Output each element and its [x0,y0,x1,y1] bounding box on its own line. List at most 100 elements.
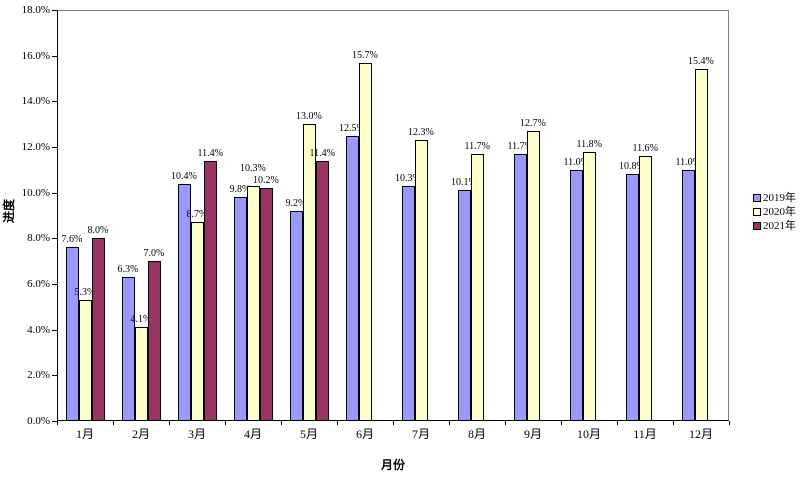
bar[interactable] [358,62,372,421]
x-tick-mark [57,421,58,425]
data-label: 8.0% [87,225,109,237]
y-tick-mark [52,238,57,239]
y-tick-mark [52,147,57,148]
data-label: 11.8% [576,138,602,150]
x-tick-label: 1月 [75,427,94,441]
x-tick-mark [169,421,170,425]
data-label: 11.7% [507,140,533,152]
bar[interactable] [681,169,695,421]
legend-item[interactable]: 2019年 [753,191,796,205]
y-tick-label: 14.0% [21,95,50,108]
y-tick-mark [52,10,57,11]
y-tick-label: 18.0% [21,4,50,16]
bar[interactable] [302,124,316,421]
data-label: 11.4% [197,147,223,159]
y-tick-mark [52,193,57,194]
data-label: 13.0% [296,111,322,123]
bar[interactable] [526,131,540,421]
x-tick-label: 8月 [467,427,486,441]
bar[interactable] [694,69,708,421]
legend-swatch-icon [753,208,761,216]
x-tick-mark [617,421,618,425]
bar[interactable] [315,160,329,421]
bar[interactable] [457,190,471,421]
data-label: 12.3% [408,127,434,139]
bar[interactable] [414,140,428,421]
y-tick-mark [52,56,57,57]
bar[interactable] [638,156,652,421]
legend-label: 2019年 [763,192,796,204]
y-tick-mark [52,284,57,285]
x-tick-label: 5月 [299,427,318,441]
data-label: 10.1% [451,177,477,189]
bar[interactable] [470,153,484,421]
bar[interactable] [569,169,583,421]
legend-label: 2020年 [763,206,796,218]
y-tick-label: 2.0% [27,369,50,382]
data-label: 11.4% [309,147,335,159]
legend-swatch-icon [753,222,761,230]
data-label: 10.2% [253,175,279,187]
bar[interactable] [190,222,204,421]
y-tick-label: 4.0% [27,323,50,336]
x-tick-label: 10月 [576,427,601,441]
data-label: 9.8% [229,184,251,196]
y-tick-label: 6.0% [27,278,50,290]
bar[interactable] [134,327,148,421]
x-tick-mark [393,421,394,425]
data-label: 7.6% [61,234,83,246]
y-tick-mark [52,421,57,422]
data-label: 12.7% [520,118,546,130]
bar[interactable] [625,174,639,421]
x-tick-mark [729,421,730,425]
y-tick-label: 16.0% [21,49,50,62]
data-label: 12.5% [339,122,365,134]
data-label: 10.3% [395,172,421,184]
x-tick-label: 2月 [131,427,150,441]
bar[interactable] [582,151,596,421]
data-label: 9.2% [285,197,307,209]
data-label: 11.6% [632,143,658,155]
data-label: 10.3% [240,163,266,175]
x-tick-mark [561,421,562,425]
x-tick-mark [673,421,674,425]
y-tick-mark [52,330,57,331]
bar[interactable] [78,299,92,421]
x-tick-label: 6月 [355,427,374,441]
bar[interactable] [401,185,415,421]
bar[interactable] [121,277,135,421]
x-tick-mark [505,421,506,425]
x-tick-label: 11月 [633,427,657,441]
data-label: 11.0% [563,156,589,168]
data-label: 15.7% [352,49,378,61]
bar[interactable] [513,153,527,421]
x-axis-title: 月份 [380,458,405,472]
x-tick-label: 7月 [411,427,430,441]
data-label: 4.1% [130,314,152,326]
x-tick-mark [449,421,450,425]
bar[interactable] [203,160,217,421]
bar[interactable] [91,238,105,421]
data-label: 15.4% [688,56,714,68]
bar[interactable] [246,185,260,421]
y-tick-mark [52,101,57,102]
bar[interactable] [289,210,303,421]
x-tick-mark [113,421,114,425]
bar[interactable] [233,197,247,421]
x-tick-label: 4月 [243,427,262,441]
legend-swatch-icon [753,194,761,202]
legend: 2019年 2020年 2021年 [753,191,796,233]
y-tick-label: 8.0% [27,232,50,245]
bar[interactable] [259,188,273,421]
y-tick-label: 10.0% [21,186,50,199]
legend-item[interactable]: 2021年 [753,219,796,233]
y-tick-mark [52,375,57,376]
x-tick-label: 12月 [688,427,713,441]
bar[interactable] [345,135,359,421]
bar[interactable] [65,247,79,421]
x-tick-label: 9月 [523,427,542,441]
legend-item[interactable]: 2020年 [753,205,796,219]
bar[interactable] [147,261,161,421]
bar[interactable] [177,183,191,421]
